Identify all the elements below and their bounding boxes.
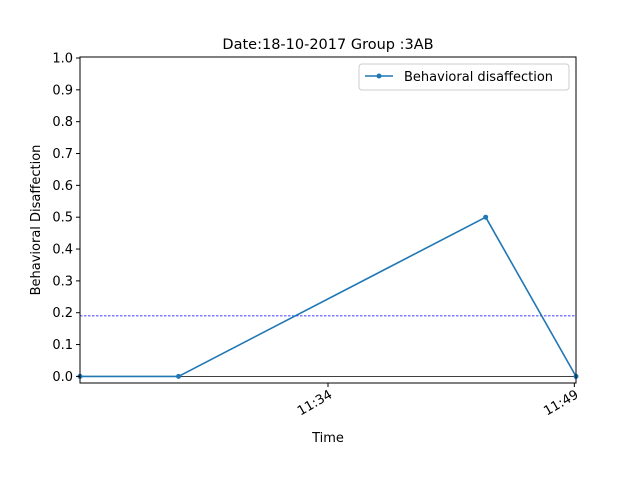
data-point [483, 215, 488, 220]
data-point [176, 374, 181, 379]
y-axis-label: Behavioral Disaffection [29, 145, 44, 296]
y-tick-label: 0.3 [52, 274, 73, 289]
y-tick-label: 1.0 [52, 52, 73, 67]
legend-point-marker [377, 74, 382, 79]
y-tick-label: 0.5 [52, 211, 73, 226]
y-tick-label: 0.7 [52, 147, 73, 162]
y-tick-label: 0.9 [52, 83, 73, 98]
legend-label: Behavioral disaffection [404, 70, 553, 85]
chart-title: Date:18-10-2017 Group :3AB [222, 37, 433, 53]
x-axis-label: Time [311, 431, 344, 446]
legend: Behavioral disaffection [359, 64, 569, 90]
y-tick-label: 0.6 [52, 179, 73, 194]
y-tick-label: 0.0 [52, 370, 73, 385]
y-tick-label: 0.4 [52, 243, 73, 258]
y-tick-label: 0.8 [52, 115, 73, 130]
y-tick-label: 0.2 [52, 306, 73, 321]
y-tick-label: 0.1 [52, 338, 73, 353]
